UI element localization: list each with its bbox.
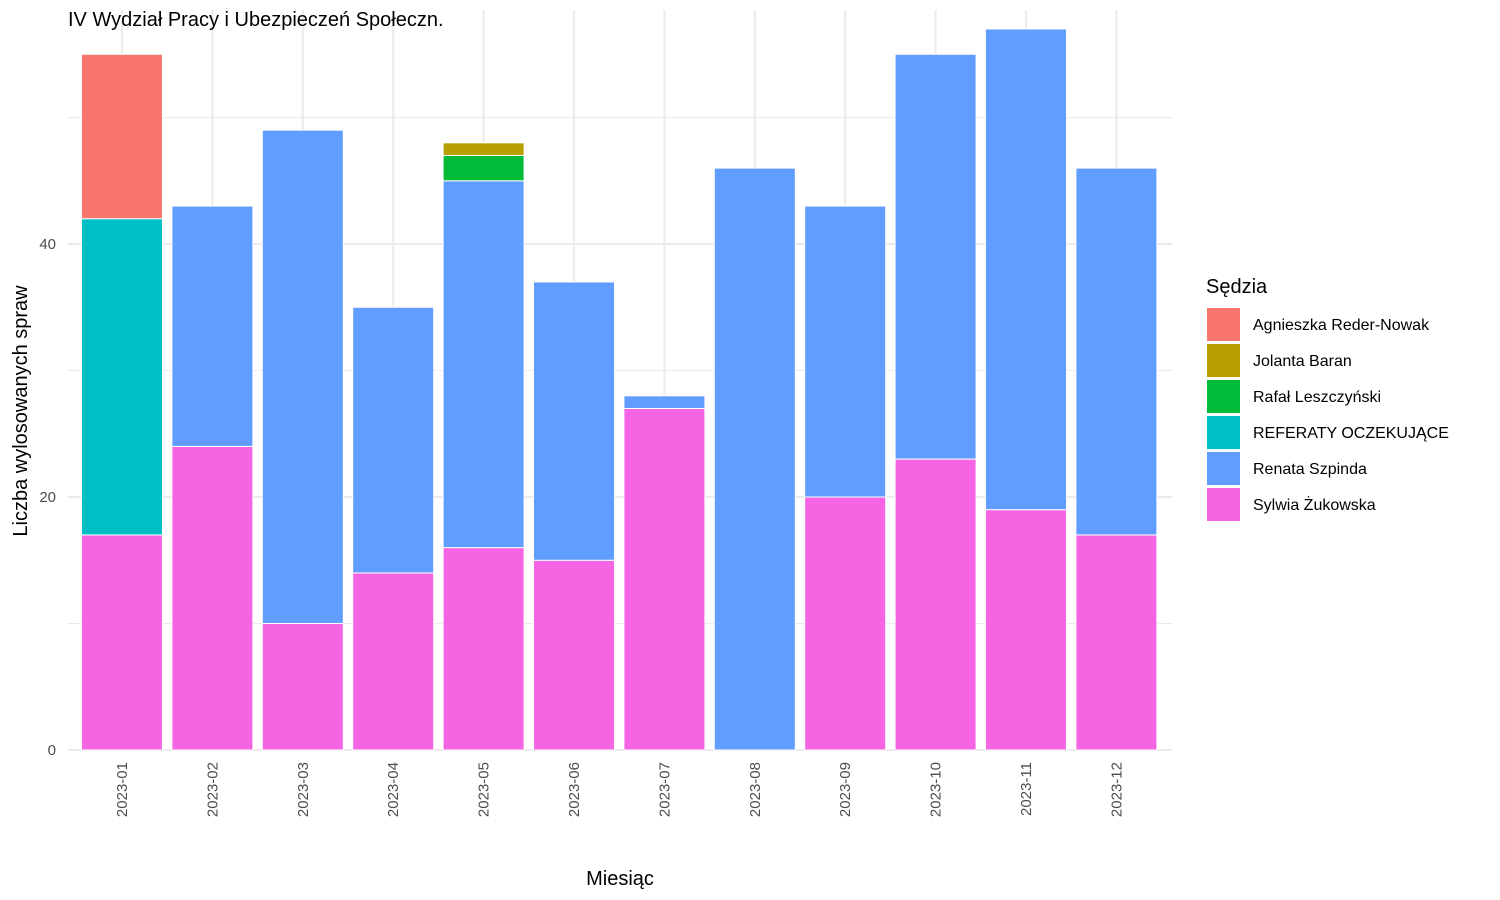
bar-segment — [442, 180, 525, 549]
bar-segment — [171, 205, 254, 447]
bar-segment — [352, 306, 435, 574]
bar-segment — [442, 154, 525, 182]
bar-segment — [894, 458, 977, 751]
x-tick-label: 2023-02 — [204, 762, 221, 817]
bar-segment — [623, 395, 706, 409]
legend-label: REFERATY OCZEKUJĄCE — [1253, 425, 1449, 442]
legend-label: Renata Szpinda — [1253, 461, 1367, 478]
x-tick-label: 2023-11 — [1018, 762, 1035, 816]
y-tick-label: 20 — [39, 489, 56, 506]
y-axis-ticks: 0 20 40 — [39, 236, 56, 759]
y-tick-label: 40 — [39, 236, 56, 253]
x-tick-label: 2023-01 — [114, 762, 131, 817]
bar-segment — [533, 559, 615, 751]
bar-segment — [81, 53, 163, 220]
bar-segment — [261, 129, 344, 625]
legend-label: Sylwia Żukowska — [1253, 495, 1376, 514]
x-axis-title: Miesiąc — [586, 868, 654, 890]
x-axis-ticks: 2023-01 2023-02 2023-03 2023-04 2023-05 2023-… — [114, 762, 1125, 817]
legend-swatch — [1207, 488, 1240, 521]
bar-segment — [804, 496, 887, 751]
legend-title: Sędzia — [1206, 276, 1268, 298]
legend-label: Jolanta Baran — [1253, 353, 1352, 370]
bar-segment — [442, 547, 525, 751]
legend-swatch — [1207, 380, 1240, 413]
bar-segment — [985, 509, 1067, 751]
bar-segment — [713, 167, 796, 751]
x-tick-label: 2023-09 — [837, 762, 854, 817]
legend: Sędzia Agnieszka Reder-Nowak Jolanta Bara… — [1206, 276, 1449, 521]
legend-label: Agnieszka Reder-Nowak — [1253, 317, 1430, 334]
x-tick-label: 2023-12 — [1108, 762, 1125, 817]
bar-segment — [171, 445, 254, 751]
x-tick-label: 2023-05 — [476, 762, 493, 817]
legend-swatch — [1207, 308, 1240, 341]
bar-segment — [1075, 534, 1158, 751]
bar-segment — [81, 218, 163, 536]
x-tick-label: 2023-04 — [385, 762, 402, 817]
chart-title: IV Wydział Pracy i Ubezpieczeń Społeczn. — [68, 9, 444, 31]
y-tick-label: 0 — [48, 742, 56, 759]
bar-segment — [1075, 167, 1158, 536]
bars — [81, 28, 1158, 751]
x-tick-label: 2023-10 — [928, 762, 945, 817]
legend-swatch — [1207, 344, 1240, 377]
bar-segment — [804, 205, 887, 498]
legend-label: Rafał Leszczyński — [1253, 389, 1381, 406]
legend-swatch — [1207, 416, 1240, 449]
y-axis-title: Liczba wylosowanych spraw — [10, 285, 32, 537]
x-tick-label: 2023-06 — [566, 762, 583, 817]
x-tick-label: 2023-07 — [656, 762, 673, 817]
x-tick-label: 2023-08 — [747, 762, 764, 817]
legend-swatch — [1207, 452, 1240, 485]
bar-segment — [985, 28, 1067, 511]
bar-segment — [533, 281, 615, 561]
bar-segment — [623, 407, 706, 751]
bar-segment — [81, 534, 163, 751]
legend-items: Agnieszka Reder-Nowak Jolanta Baran Rafał … — [1207, 308, 1449, 521]
x-tick-label: 2023-03 — [295, 762, 312, 817]
bar-segment — [442, 142, 525, 156]
bar-segment — [261, 623, 344, 751]
bar-segment — [352, 572, 435, 751]
bar-segment — [894, 53, 977, 460]
